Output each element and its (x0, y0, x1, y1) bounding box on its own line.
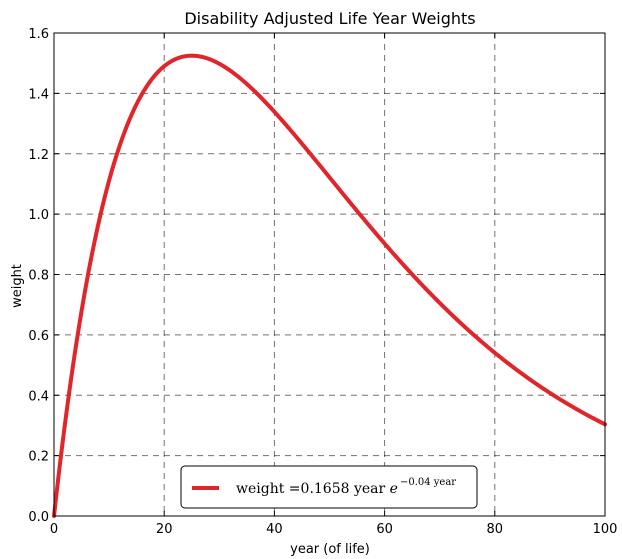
y-tick-label: 0.2 (28, 450, 49, 465)
series-line (52, 53, 607, 518)
ticks (53, 32, 606, 517)
y-tick-label: 1.0 (28, 208, 49, 223)
y-tick-label: 0.4 (28, 389, 49, 404)
x-tick-label: 100 (593, 522, 618, 537)
y-tick-label: 0.6 (28, 329, 49, 344)
tick-labels: 0 20 40 60 80 100 0.0 0.2 0.4 0.6 0.8 1.0 1.2 1.4 1.6 (28, 27, 617, 537)
series-layer (52, 53, 607, 518)
chart-title: Disability Adjusted Life Year Weights (184, 9, 475, 28)
legend-label-base: e (390, 481, 398, 497)
y-tick-label: 0.0 (28, 510, 49, 525)
legend-box (180, 465, 478, 509)
legend: weight =0.1658 year e −0.04 year (180, 465, 478, 509)
y-tick-label: 1.6 (28, 27, 49, 42)
legend-label: weight =0.1658 year e −0.04 year (236, 477, 456, 497)
x-tick-label: 20 (156, 522, 173, 537)
y-tick-label: 1.4 (28, 87, 49, 102)
y-tick-label: 1.2 (28, 148, 49, 163)
y-axis-label: weight (10, 264, 25, 308)
legend-label-prefix: weight =0.1658 year (236, 481, 390, 497)
x-tick-label: 0 (50, 522, 58, 537)
x-axis-label: year (of life) (290, 542, 370, 557)
x-tick-label: 80 (487, 522, 504, 537)
legend-label-exponent: −0.04 year (400, 477, 456, 488)
x-tick-label: 40 (266, 522, 283, 537)
y-tick-label: 0.8 (28, 269, 49, 284)
x-tick-label: 60 (376, 522, 393, 537)
